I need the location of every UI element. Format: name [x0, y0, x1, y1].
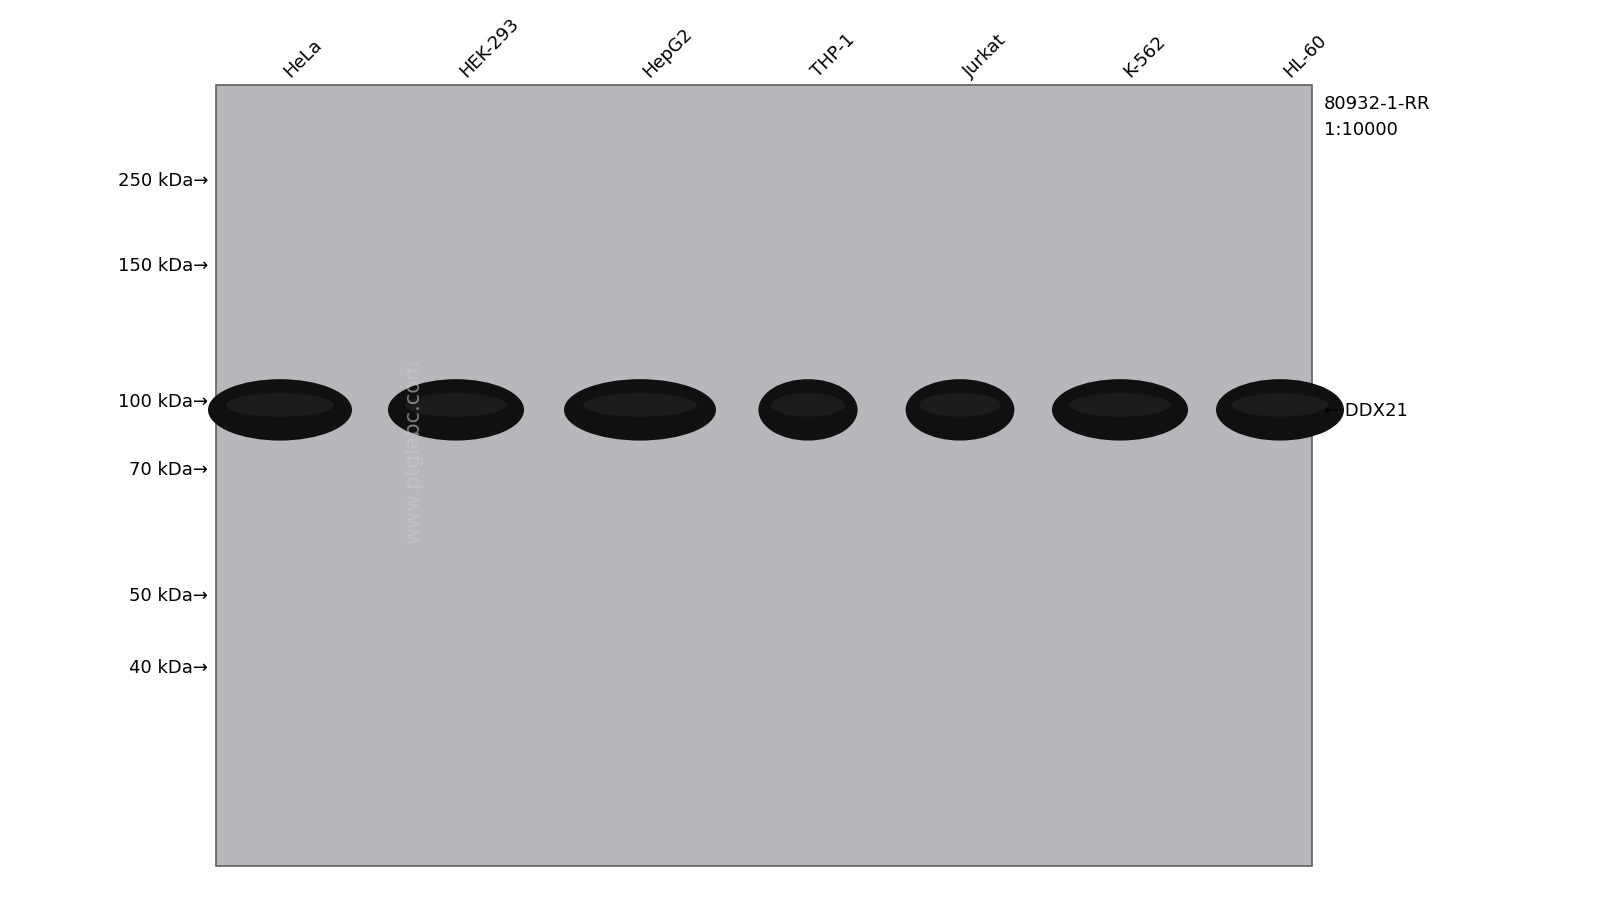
Text: HeLa: HeLa [280, 36, 325, 80]
Text: THP-1: THP-1 [808, 31, 858, 80]
Bar [216, 86, 1312, 866]
Ellipse shape [918, 394, 1002, 417]
Text: 70 kDa→: 70 kDa→ [130, 460, 208, 478]
Text: www.ptglabc.com: www.ptglabc.com [403, 358, 424, 544]
Ellipse shape [405, 394, 507, 417]
Text: HL-60: HL-60 [1280, 31, 1330, 80]
Text: 80932-1-RR: 80932-1-RR [1325, 95, 1430, 113]
Text: HEK-293: HEK-293 [456, 14, 522, 80]
Ellipse shape [208, 380, 352, 441]
Ellipse shape [387, 380, 525, 441]
Ellipse shape [1069, 394, 1171, 417]
Text: 250 kDa→: 250 kDa→ [117, 171, 208, 189]
Ellipse shape [771, 394, 845, 417]
Text: K-562: K-562 [1120, 32, 1168, 80]
Text: ← DDX21: ← DDX21 [1325, 401, 1408, 419]
Text: 40 kDa→: 40 kDa→ [130, 658, 208, 676]
Ellipse shape [582, 394, 698, 417]
Ellipse shape [226, 394, 334, 417]
Ellipse shape [758, 380, 858, 441]
Text: 50 kDa→: 50 kDa→ [130, 586, 208, 604]
Text: 100 kDa→: 100 kDa→ [118, 392, 208, 410]
Ellipse shape [1216, 380, 1344, 441]
Ellipse shape [563, 380, 717, 441]
Ellipse shape [1053, 380, 1187, 441]
Ellipse shape [1232, 394, 1328, 417]
Text: 150 kDa→: 150 kDa→ [118, 257, 208, 275]
Ellipse shape [906, 380, 1014, 441]
Text: Jurkat: Jurkat [960, 31, 1010, 80]
Text: 1:10000: 1:10000 [1325, 121, 1398, 139]
Text: HepG2: HepG2 [640, 24, 696, 80]
